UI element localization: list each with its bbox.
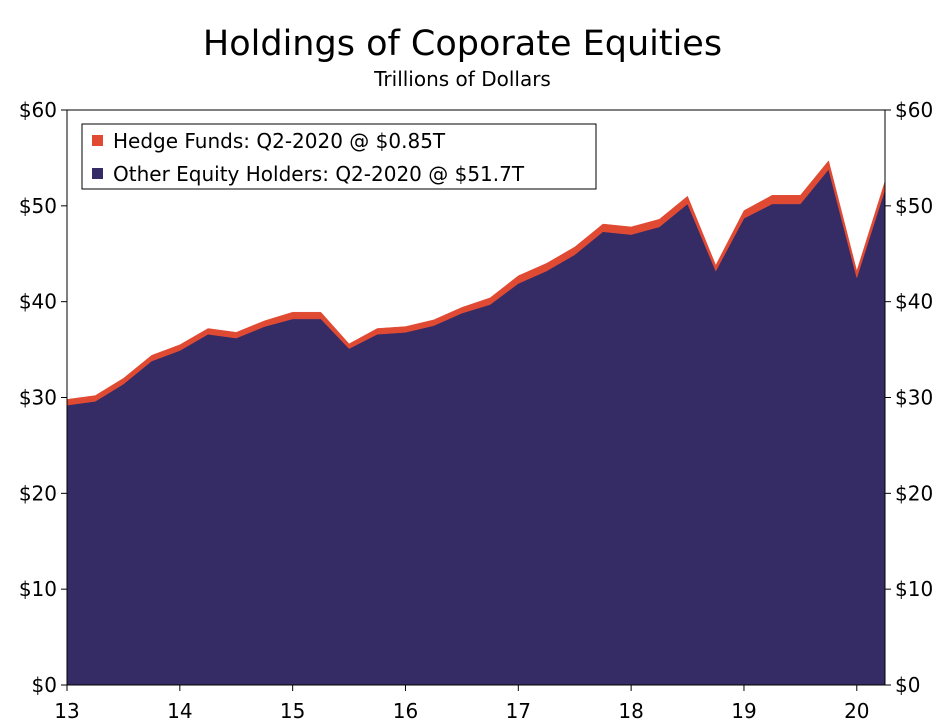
x-tick-label: 19 bbox=[731, 699, 756, 723]
y-tick-label-right: $50 bbox=[895, 194, 933, 218]
y-tick-label-left: $60 bbox=[19, 98, 57, 122]
x-tick-label: 20 bbox=[844, 699, 869, 723]
y-tick-label-right: $30 bbox=[895, 386, 933, 410]
chart-subtitle: Trillions of Dollars bbox=[374, 67, 551, 91]
x-tick-label: 15 bbox=[280, 699, 305, 723]
legend-label-other-equity-holders: Other Equity Holders: Q2-2020 @ $51.7T bbox=[113, 162, 525, 186]
y-tick-label-left: $50 bbox=[19, 194, 57, 218]
y-tick-label-right: $10 bbox=[895, 577, 933, 601]
legend-swatch-other-equity-holders bbox=[92, 168, 103, 179]
x-tick-label: 18 bbox=[618, 699, 643, 723]
legend-label-hedge-funds: Hedge Funds: Q2-2020 @ $0.85T bbox=[113, 129, 446, 153]
x-tick-label: 16 bbox=[393, 699, 418, 723]
y-tick-label-right: $0 bbox=[895, 673, 920, 697]
y-tick-label-right: $60 bbox=[895, 98, 933, 122]
y-tick-label-left: $40 bbox=[19, 290, 57, 314]
x-tick-label: 17 bbox=[506, 699, 531, 723]
y-tick-label-left: $10 bbox=[19, 577, 57, 601]
x-tick-label: 14 bbox=[167, 699, 192, 723]
y-tick-label-right: $20 bbox=[895, 481, 933, 505]
y-tick-label-left: $20 bbox=[19, 481, 57, 505]
x-tick-label: 13 bbox=[54, 699, 79, 723]
y-tick-label-left: $0 bbox=[32, 673, 57, 697]
area-series-other-equity-holders bbox=[66, 168, 886, 686]
legend-swatch-hedge-funds bbox=[92, 135, 103, 146]
legend: Hedge Funds: Q2-2020 @ $0.85T Other Equi… bbox=[81, 123, 597, 190]
chart-title: Holdings of Coporate Equities bbox=[202, 24, 723, 64]
legend-box bbox=[81, 123, 597, 190]
y-tick-label-right: $40 bbox=[895, 290, 933, 314]
y-tick-label-left: $30 bbox=[19, 386, 57, 410]
